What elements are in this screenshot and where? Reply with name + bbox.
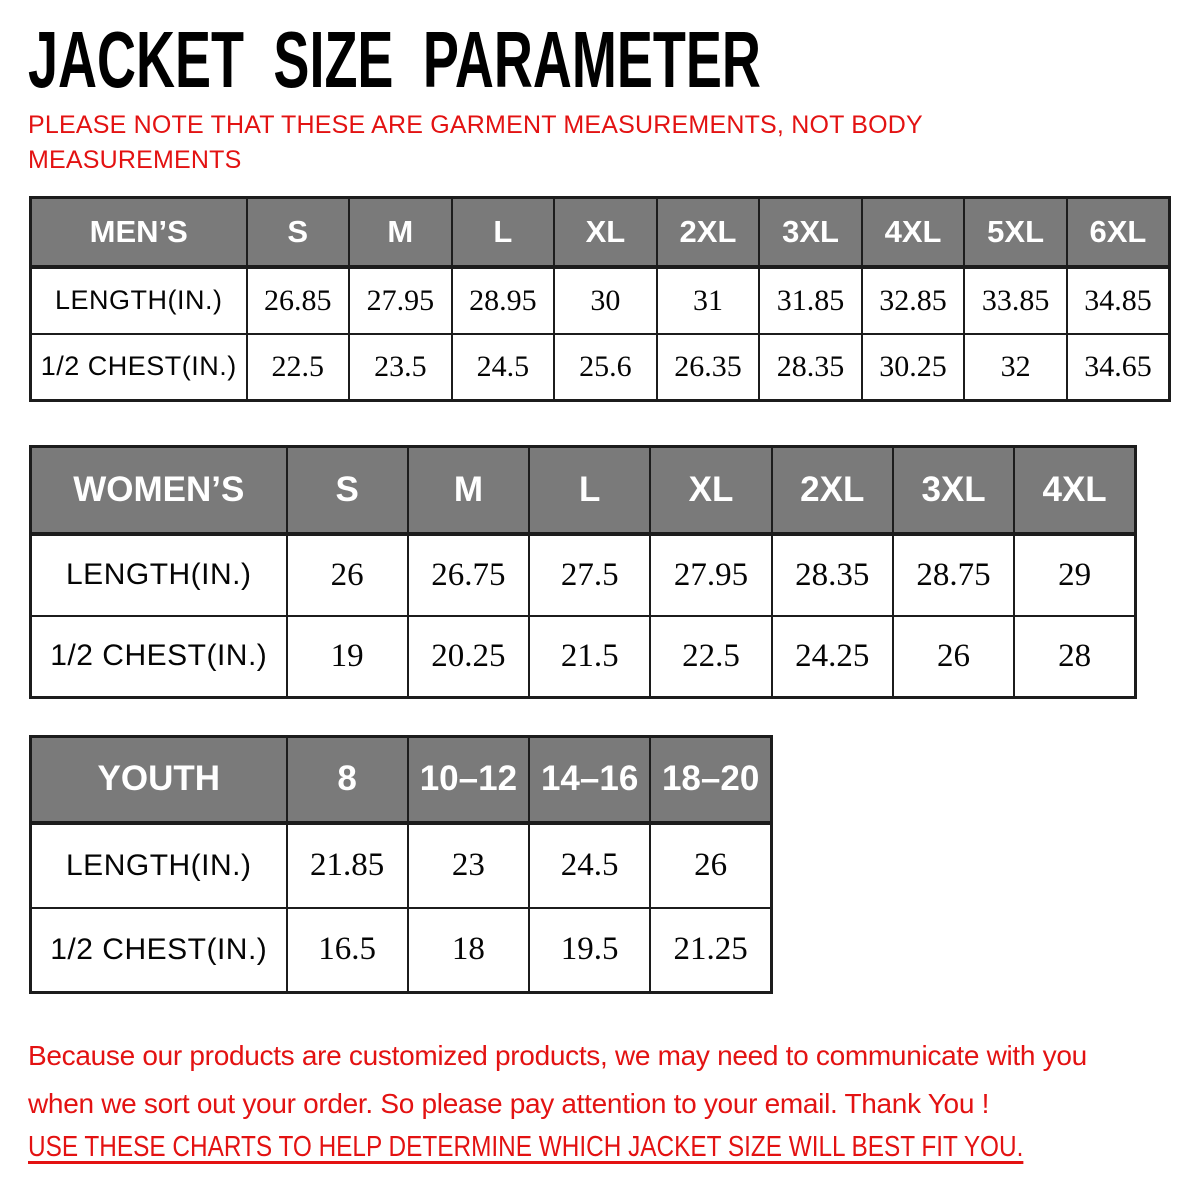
mens-value-cell-0-0: 26.85 [245,265,351,335]
womens-value-cell-1-6: 28 [1013,614,1137,699]
youth-value-cell-1-0: 16.5 [285,906,409,994]
mens-value-cell-0-4: 31 [655,265,761,335]
youth-value-cell-1-1: 18 [406,906,531,994]
mens-size-header-2: L [450,196,556,269]
youth-value-cell-0-2: 24.5 [527,821,652,909]
mens-value-cell-0-3: 30 [553,265,658,335]
womens-value-cell-1-4: 24.25 [770,614,894,699]
customization-notice-line-1: Because our products are customized prod… [28,1040,1087,1071]
youth-value-cell-0-3: 26 [649,821,773,909]
mens-value-cell-0-8: 34.85 [1065,265,1171,335]
youth-value-cell-0-0: 21.85 [285,821,409,909]
mens-value-cell-0-5: 31.85 [758,265,863,335]
womens-value-cell-0-4: 28.35 [770,532,894,617]
note-line-2: MEASUREMENTS [28,146,242,174]
youth-size-header-0: 8 [285,735,409,825]
womens-value-cell-1-0: 19 [285,614,409,699]
mens-value-cell-1-8: 34.65 [1065,332,1171,402]
mens-row-label-0: LENGTH(IN.) [29,265,248,335]
youth-row-label-1: 1/2 CHEST(IN.) [29,906,288,994]
womens-value-cell-1-2: 21.5 [528,614,652,699]
womens-measurement-row-0: LENGTH(IN.) 26 26.75 27.5 27.95 28.35 28.75 29 [29,532,1137,617]
mens-value-cell-1-7: 32 [963,332,1068,402]
mens-size-header-0: S [245,196,351,269]
womens-value-cell-0-3: 27.95 [649,532,773,617]
mens-value-cell-1-4: 26.35 [655,332,761,402]
note-line-1: PLEASE NOTE THAT THESE ARE GARMENT MEASU… [28,111,923,139]
mens-size-table: MEN’S S M L XL 2XL 3XL 4XL 5XL 6XL LENGTH(IN.) 26.8… [29,196,1171,402]
youth-value-cell-0-1: 23 [406,821,531,909]
youth-header-row: YOUTH 8 10–12 14–16 18–20 [29,735,773,825]
page-title: JACKET SIZE PARAMETER [28,14,761,104]
customization-notice-line-2: when we sort out your order. So please p… [28,1088,990,1119]
youth-measurement-row-1: 1/2 CHEST(IN.) 16.5 18 19.5 21.25 [29,906,773,994]
mens-group-label: MEN’S [29,196,248,269]
mens-measurement-row-0: LENGTH(IN.) 26.85 27.95 28.95 30 31 31.85 32.85… [29,265,1171,335]
youth-size-table: YOUTH 8 10–12 14–16 18–20 LENGTH(IN.) 21.85 23 2… [29,735,773,994]
mens-value-cell-0-1: 27.95 [348,265,453,335]
womens-header-row: WOMEN’S S M L XL 2XL 3XL 4XL [29,445,1137,536]
womens-size-header-2: L [528,445,652,536]
mens-value-cell-0-2: 28.95 [450,265,556,335]
mens-value-cell-1-0: 22.5 [245,332,351,402]
mens-size-header-6: 4XL [860,196,966,269]
mens-size-header-5: 3XL [758,196,863,269]
mens-measurement-row-1: 1/2 CHEST(IN.) 22.5 23.5 24.5 25.6 26.35 28.35… [29,332,1171,402]
youth-size-header-2: 14–16 [527,735,652,825]
womens-value-cell-0-1: 26.75 [406,532,531,617]
womens-size-header-1: M [406,445,531,536]
womens-size-table: WOMEN’S S M L XL 2XL 3XL 4XL LENGTH(IN.) 26 26.75 2… [29,445,1137,699]
use-charts-advice: USE THESE CHARTS TO HELP DETERMINE WHICH… [28,1131,1024,1163]
mens-value-cell-0-6: 32.85 [860,265,966,335]
womens-value-cell-1-5: 26 [891,614,1016,699]
mens-size-header-4: 2XL [655,196,761,269]
youth-value-cell-1-3: 21.25 [649,906,773,994]
womens-size-header-4: 2XL [770,445,894,536]
womens-value-cell-0-2: 27.5 [528,532,652,617]
mens-header-row: MEN’S S M L XL 2XL 3XL 4XL 5XL 6XL [29,196,1171,269]
garment-measurement-note: PLEASE NOTE THAT THESE ARE GARMENT MEASU… [28,108,923,178]
youth-size-header-1: 10–12 [406,735,531,825]
womens-size-header-5: 3XL [891,445,1016,536]
mens-size-header-7: 5XL [963,196,1068,269]
mens-value-cell-1-6: 30.25 [860,332,966,402]
customization-notice: Because our products are customized prod… [28,1032,1178,1128]
womens-value-cell-0-6: 29 [1013,532,1137,617]
mens-value-cell-0-7: 33.85 [963,265,1068,335]
mens-size-header-3: XL [553,196,658,269]
womens-group-label: WOMEN’S [29,445,288,536]
mens-row-label-1: 1/2 CHEST(IN.) [29,332,248,402]
womens-value-cell-0-0: 26 [285,532,409,617]
mens-value-cell-1-2: 24.5 [450,332,556,402]
mens-size-header-8: 6XL [1065,196,1171,269]
womens-size-header-6: 4XL [1013,445,1137,536]
womens-value-cell-1-1: 20.25 [406,614,531,699]
womens-value-cell-0-5: 28.75 [891,532,1016,617]
womens-measurement-row-1: 1/2 CHEST(IN.) 19 20.25 21.5 22.5 24.25 26 28 [29,614,1137,699]
youth-row-label-0: LENGTH(IN.) [29,821,288,909]
womens-row-label-0: LENGTH(IN.) [29,532,288,617]
womens-size-header-0: S [285,445,409,536]
youth-group-label: YOUTH [29,735,288,825]
youth-size-header-3: 18–20 [649,735,773,825]
mens-value-cell-1-5: 28.35 [758,332,863,402]
womens-row-label-1: 1/2 CHEST(IN.) [29,614,288,699]
womens-size-header-3: XL [649,445,773,536]
mens-value-cell-1-1: 23.5 [348,332,453,402]
youth-value-cell-1-2: 19.5 [527,906,652,994]
youth-measurement-row-0: LENGTH(IN.) 21.85 23 24.5 26 [29,821,773,909]
womens-value-cell-1-3: 22.5 [649,614,773,699]
mens-value-cell-1-3: 25.6 [553,332,658,402]
mens-size-header-1: M [348,196,453,269]
